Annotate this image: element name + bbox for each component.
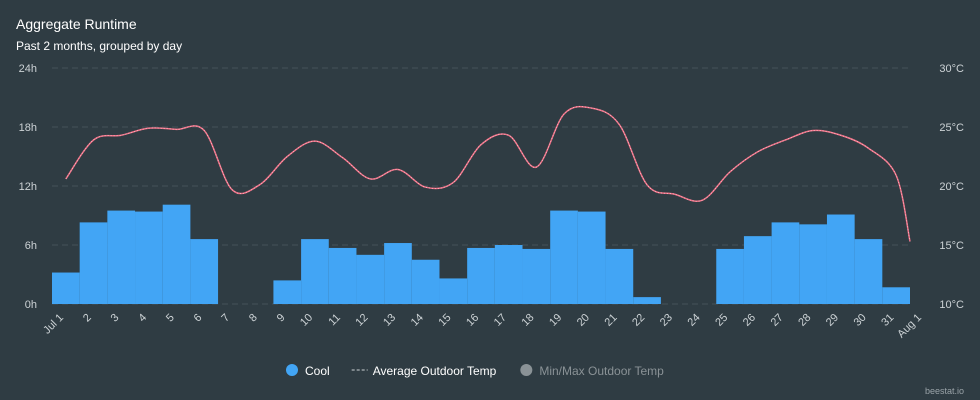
bar [550,210,578,304]
y-tick-label: 6h [25,240,37,252]
temp-line [65,105,911,242]
y2-tick-label: 30°C [939,63,964,75]
bar [882,287,910,304]
bar [494,245,523,304]
bar [107,210,136,304]
chart-title: Aggregate Runtime [16,16,137,32]
bar [716,248,744,304]
y2-tick-label: 10°C [939,299,964,311]
bar [79,222,108,304]
bar [605,248,634,304]
y-tick-label: 0h [25,299,37,311]
bar [633,297,661,304]
credit: beestat.io [925,386,964,396]
y2-tick-label: 15°C [939,240,964,252]
bar [190,239,219,304]
bar [356,254,385,304]
bar [467,247,495,304]
chart-subtitle: Past 2 months, grouped by day [16,39,182,53]
bar [854,239,883,304]
bar [577,211,606,304]
bar [522,248,551,304]
y-tick-label: 24h [19,63,37,75]
y-tick-label: 18h [19,122,37,134]
bar [273,280,302,304]
bar [52,272,80,304]
y-tick-label: 12h [19,181,37,193]
bar [826,214,855,304]
bar [328,247,357,304]
bar [384,243,412,304]
bar [411,259,440,304]
bar [301,239,329,304]
y2-tick-label: 25°C [939,122,964,134]
legend-marker[interactable] [520,364,533,376]
legend-label[interactable]: Min/Max Outdoor Temp [539,364,664,378]
bar [771,222,800,304]
legend-label[interactable]: Average Outdoor Temp [373,364,497,378]
bar [439,278,468,304]
bar [162,204,191,304]
y2-tick-label: 20°C [939,181,964,193]
legend-marker[interactable] [286,364,298,376]
bar [799,224,827,304]
bar [743,236,772,304]
bar [135,211,163,304]
legend-label[interactable]: Cool [305,364,330,378]
